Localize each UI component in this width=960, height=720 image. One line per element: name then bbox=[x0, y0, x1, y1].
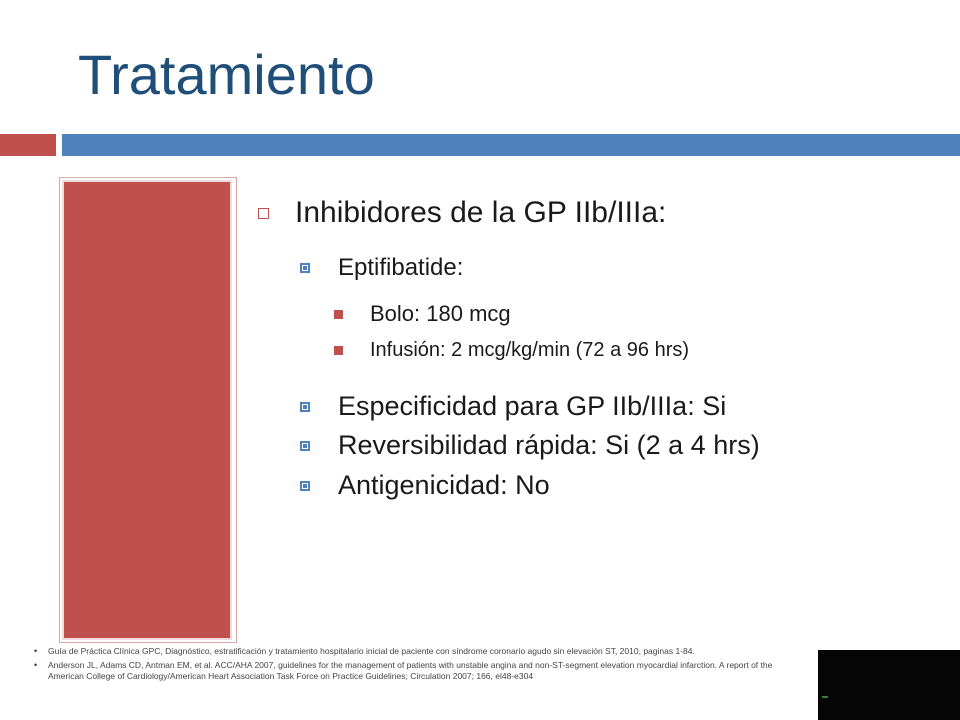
filled-square-bullet-icon bbox=[334, 346, 343, 355]
property-bullet-text: Antigenicidad: No bbox=[338, 470, 550, 500]
drug-bullet: Eptifibatide: bbox=[300, 254, 463, 282]
side-color-panel bbox=[62, 180, 232, 640]
side-panel-frame bbox=[59, 177, 237, 643]
property-bullet: Antigenicidad: No bbox=[300, 470, 550, 501]
dose-bullet: Infusión: 2 mcg/kg/min (72 a 96 hrs) bbox=[334, 339, 689, 362]
square-bullet-icon bbox=[300, 263, 310, 273]
main-bullet-text: Inhibidores de la GP IIb/IIIa: bbox=[295, 196, 667, 229]
reference-text: Anderson JL, Adams CD, Antman EM, et al.… bbox=[48, 659, 773, 682]
video-thumbnail-placeholder bbox=[818, 650, 960, 720]
references: • Guía de Práctica Clínica GPC, Diagnóst… bbox=[34, 646, 804, 685]
hollow-square-bullet-icon bbox=[258, 207, 269, 219]
square-bullet-icon bbox=[300, 480, 310, 491]
title-accent-bar-red bbox=[0, 134, 56, 156]
square-bullet-icon bbox=[300, 440, 310, 451]
title-accent-bar-blue bbox=[62, 134, 960, 156]
reference-bullet: • bbox=[34, 659, 38, 670]
property-bullet-text: Reversibilidad rápida: Si (2 a 4 hrs) bbox=[338, 430, 760, 460]
drug-bullet-text: Eptifibatide: bbox=[338, 254, 464, 281]
reference-item: • Guía de Práctica Clínica GPC, Diagnóst… bbox=[34, 646, 804, 658]
reference-bullet: • bbox=[34, 646, 38, 656]
thumbnail-glint bbox=[822, 696, 828, 698]
main-bullet: Inhibidores de la GP IIb/IIIa: bbox=[258, 196, 666, 230]
slide-title: Tratamiento bbox=[78, 43, 375, 106]
square-bullet-icon bbox=[300, 401, 310, 412]
filled-square-bullet-icon bbox=[334, 309, 343, 319]
dose-bullet-text: Bolo: 180 mcg bbox=[370, 301, 511, 326]
dose-bullet-text: Infusión: 2 mcg/kg/min (72 a 96 hrs) bbox=[370, 339, 690, 361]
property-bullet: Especificidad para GP IIb/IIIa: Si bbox=[300, 391, 726, 422]
property-bullet-text: Especificidad para GP IIb/IIIa: Si bbox=[338, 391, 727, 421]
reference-text: Guía de Práctica Clínica GPC, Diagnóstic… bbox=[48, 646, 695, 656]
reference-item: • Anderson JL, Adams CD, Antman EM, et a… bbox=[34, 660, 804, 683]
property-bullet: Reversibilidad rápida: Si (2 a 4 hrs) bbox=[300, 430, 760, 461]
dose-bullet: Bolo: 180 mcg bbox=[334, 301, 511, 327]
